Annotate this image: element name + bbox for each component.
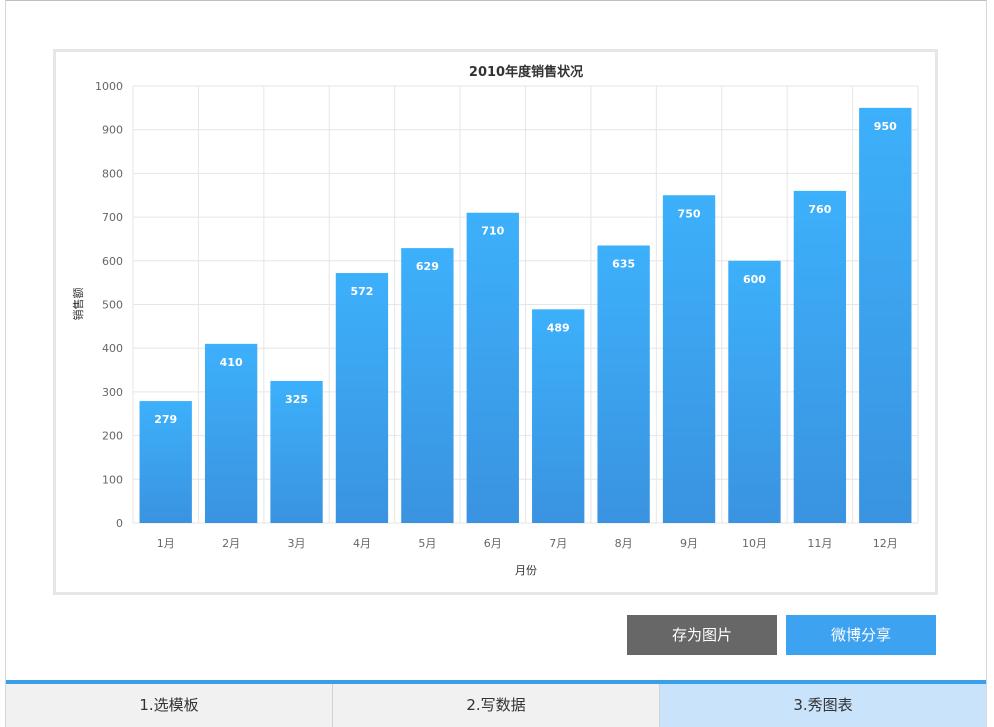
x-tick-label: 10月 [742,537,767,550]
bar-value-label: 572 [350,285,373,298]
bar [793,190,847,523]
y-tick-label: 400 [102,342,123,355]
bar-value-label: 629 [416,260,439,273]
bar-value-label: 950 [874,120,897,133]
y-tick-label: 100 [102,473,123,486]
x-axis-label: 月份 [515,564,537,577]
y-tick-label: 200 [102,430,123,443]
bar-value-label: 760 [808,203,831,216]
y-axis-label: 销售额 [71,288,85,321]
x-tick-label: 5月 [418,537,436,550]
bar [597,245,650,523]
x-tick-label: 6月 [484,537,502,550]
x-tick-label: 12月 [873,537,898,550]
step-tabs: 1.选模板 2.写数据 3.秀图表 [6,680,986,727]
y-tick-label: 900 [102,124,123,137]
tick-labels: 0 100 200 300 400 500 600 700 800 900 1000 279 1月 410… [95,80,898,550]
weibo-share-button[interactable]: 微博分享 [786,615,936,655]
x-tick-label: 3月 [288,537,306,550]
x-tick-label: 4月 [353,537,371,550]
y-tick-label: 700 [102,211,123,224]
bar [270,380,323,523]
x-tick-label: 7月 [549,537,567,550]
tab-show-chart[interactable]: 3.秀图表 [660,684,986,727]
y-tick-label: 1000 [95,80,123,93]
bar-chart: 0 100 200 300 400 500 600 700 800 900 1000 279 1月 410… [71,64,919,577]
y-tick-label: 0 [116,517,123,530]
bar [662,195,716,523]
bar [728,260,781,523]
bar [335,273,389,523]
tab-choose-template[interactable]: 1.选模板 [6,684,333,727]
bar-value-label: 325 [285,393,308,406]
bar [204,343,258,523]
bar [401,248,454,523]
bars [139,107,912,524]
y-tick-label: 300 [102,386,123,399]
chart-panel: 0 100 200 300 400 500 600 700 800 900 1000 279 1月 410… [53,49,938,595]
bar-value-label: 489 [547,321,570,334]
x-tick-label: 11月 [807,537,832,550]
y-tick-label: 500 [102,299,123,312]
bar-value-label: 635 [612,258,635,271]
x-tick-label: 8月 [615,537,633,550]
bar-value-label: 710 [481,225,504,238]
bar [466,212,519,524]
save-image-button[interactable]: 存为图片 [627,615,777,655]
bar-value-label: 279 [154,413,177,426]
bar-value-label: 750 [678,207,701,220]
y-tick-label: 800 [102,167,123,180]
bar [532,309,585,523]
bar [139,401,192,523]
bar [859,107,912,523]
x-tick-label: 1月 [157,537,175,550]
y-tick-label: 600 [102,255,123,268]
x-tick-label: 9月 [680,537,698,550]
grid-lines [132,85,919,524]
bar-value-label: 410 [220,356,243,369]
bar-value-label: 600 [743,273,766,286]
x-tick-label: 2月 [222,537,240,550]
tab-enter-data[interactable]: 2.写数据 [333,684,660,727]
chart-title: 2010年度销售状况 [469,64,583,80]
